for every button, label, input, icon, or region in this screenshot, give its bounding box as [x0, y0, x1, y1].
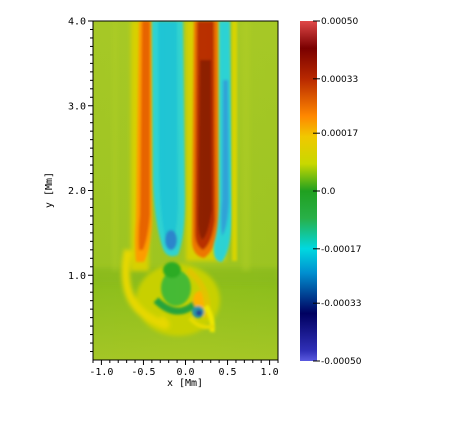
x-tick-label: -1.0 [89, 367, 113, 378]
y-tick-label: 2.0 [68, 186, 86, 197]
colorbar-tick-label: 0.0 [321, 187, 336, 197]
x-axis: -1.0 -0.5 0.0 0.5 1.0 [89, 360, 279, 378]
colorbar-tick-label: 0.00050 [321, 17, 358, 27]
x-tick-label: -0.5 [131, 367, 155, 378]
colorbar-tick-label: 0.00017 [321, 129, 358, 139]
colorbar: 0.00050 0.00033 0.00017 0.0 -0.00017 -0.00033… [300, 17, 362, 367]
colorbar-tick-label: -0.00033 [321, 299, 361, 309]
y-tick-label: 4.0 [68, 17, 86, 28]
y-axis: 1.0 2.0 3.0 4.0 [68, 17, 93, 353]
colorbar-tick-label: -0.00050 [321, 357, 362, 367]
heatmap-field [93, 21, 278, 360]
x-axis-title: x [Mm] [167, 378, 203, 389]
colorbar-gradient [300, 21, 317, 361]
colorbar-tick-label: -0.00017 [321, 245, 361, 255]
x-tick-label: 0.5 [219, 367, 237, 378]
colorbar-tick-label: 0.00033 [321, 75, 358, 85]
x-tick-label: 0.0 [176, 367, 194, 378]
y-tick-label: 1.0 [68, 271, 86, 282]
y-axis-title: y [Mm] [44, 172, 55, 208]
x-tick-label: 1.0 [261, 367, 279, 378]
y-tick-label: 3.0 [68, 101, 86, 112]
